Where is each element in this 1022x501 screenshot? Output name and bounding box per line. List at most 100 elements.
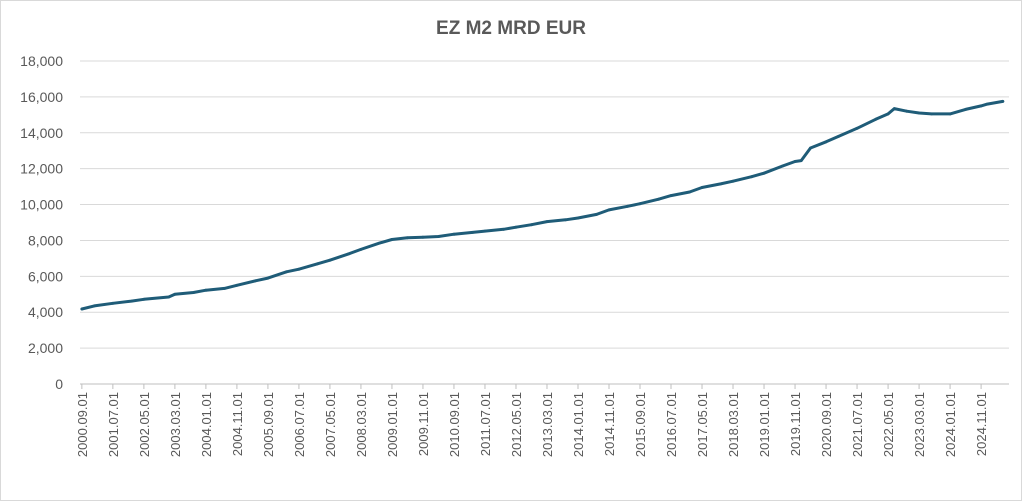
x-tick-label: 2024.11.01	[974, 392, 989, 456]
gridlines	[80, 60, 1009, 349]
x-tick-label: 2022.05.01	[881, 392, 896, 457]
x-tick-label: 2023.03.01	[912, 392, 927, 457]
data-point	[421, 235, 425, 239]
data-point	[892, 107, 896, 110]
x-tick-label: 2019.01.01	[757, 392, 772, 457]
data-point	[297, 267, 301, 271]
data-point	[80, 307, 84, 311]
data-point	[855, 126, 859, 130]
x-tick-label: 2003.03.01	[168, 392, 183, 457]
data-point	[192, 291, 195, 294]
data-point	[607, 208, 611, 212]
x-tick-label: 2016.07.01	[664, 392, 679, 457]
y-tick-label: 12,000	[20, 161, 63, 177]
y-axis-tick-labels: 0 2,000 4,000 6,000 8,000 10,000 12,000 14,000 1…	[20, 53, 63, 392]
x-tick-label: 2018.03.01	[726, 392, 741, 457]
data-point	[378, 241, 381, 245]
y-tick-label: 6,000	[28, 268, 63, 284]
data-point	[328, 258, 332, 262]
data-point	[837, 135, 840, 138]
x-tick-label: 2001.07.01	[106, 392, 121, 457]
data-point	[874, 117, 878, 121]
data-point	[595, 213, 598, 216]
data-point	[167, 295, 171, 299]
data-point	[130, 299, 133, 303]
data-point	[700, 186, 704, 189]
data-point	[235, 283, 239, 287]
data-point	[266, 276, 270, 280]
data-point	[985, 102, 989, 106]
data-point	[502, 227, 505, 231]
data-point	[471, 231, 474, 234]
data-point	[437, 235, 440, 238]
data-point	[979, 104, 983, 108]
data-point	[111, 301, 115, 305]
data-point	[92, 304, 96, 308]
data-point	[762, 171, 766, 175]
x-tick-label: 2008.03.01	[354, 392, 369, 457]
y-tick-label: 18,000	[20, 53, 63, 69]
data-point	[930, 112, 933, 116]
x-tick-label: 2009.11.01	[416, 392, 431, 456]
y-tick-label: 10,000	[20, 197, 63, 213]
x-tick-label: 2000.09.01	[75, 392, 90, 457]
data-point	[917, 111, 921, 115]
x-tick-label: 2014.11.01	[602, 392, 617, 456]
data-point	[657, 197, 660, 201]
data-point	[638, 202, 642, 206]
data-point	[173, 292, 177, 296]
x-tick-label: 2006.07.01	[292, 392, 307, 457]
data-point	[390, 238, 394, 241]
x-tick-label: 2002.05.01	[137, 392, 152, 457]
data-point	[626, 204, 629, 208]
y-tick-label: 2,000	[28, 340, 63, 356]
data-point	[688, 190, 691, 194]
data-point	[905, 109, 909, 113]
data-point	[564, 218, 567, 222]
chart-title: EZ M2 MRD EUR	[436, 18, 586, 39]
data-point	[347, 252, 350, 256]
y-tick-label: 14,000	[20, 125, 63, 141]
data-point	[793, 160, 797, 163]
data-point	[223, 287, 226, 290]
x-tick-label: 2020.09.01	[819, 392, 834, 457]
x-tick-label: 2013.03.01	[540, 392, 555, 457]
data-point	[406, 236, 409, 240]
data-point	[545, 220, 549, 224]
data-point	[750, 175, 753, 179]
data-point	[781, 164, 784, 168]
x-tick-label: 2007.05.01	[323, 392, 338, 457]
data-point	[316, 262, 319, 266]
series-layer	[80, 99, 1005, 311]
y-tick-label: 0	[55, 376, 63, 392]
x-tick-label: 2019.11.01	[788, 392, 803, 456]
x-tick-label: 2004.11.01	[230, 392, 245, 456]
data-point	[483, 229, 487, 233]
y-tick-label: 8,000	[28, 232, 63, 248]
data-point	[530, 223, 533, 227]
x-tick-label: 2017.05.01	[695, 392, 710, 457]
data-point	[576, 216, 580, 220]
data-point	[204, 288, 208, 292]
x-axis-tick-labels: 2000.09.01 2001.07.01 2002.05.01 2003.03.01…	[75, 384, 989, 457]
data-point	[948, 112, 952, 116]
x-tick-label: 2011.07.01	[478, 392, 493, 456]
data-point	[964, 108, 967, 111]
data-point	[824, 140, 828, 144]
x-tick-label: 2005.09.01	[261, 392, 276, 457]
y-tick-label: 16,000	[20, 89, 63, 105]
x-tick-label: 2010.09.01	[447, 392, 462, 457]
x-tick-label: 2004.01.01	[199, 392, 214, 457]
x-tick-label: 2014.01.01	[571, 392, 586, 457]
x-tick-label: 2009.01.01	[385, 392, 400, 457]
data-point	[285, 270, 288, 274]
data-point	[809, 146, 812, 150]
data-point	[514, 225, 518, 229]
data-point	[731, 179, 735, 183]
data-point	[1001, 100, 1005, 103]
x-tick-label: 2021.07.01	[850, 392, 865, 457]
data-point	[719, 182, 722, 186]
data-point	[669, 194, 673, 198]
